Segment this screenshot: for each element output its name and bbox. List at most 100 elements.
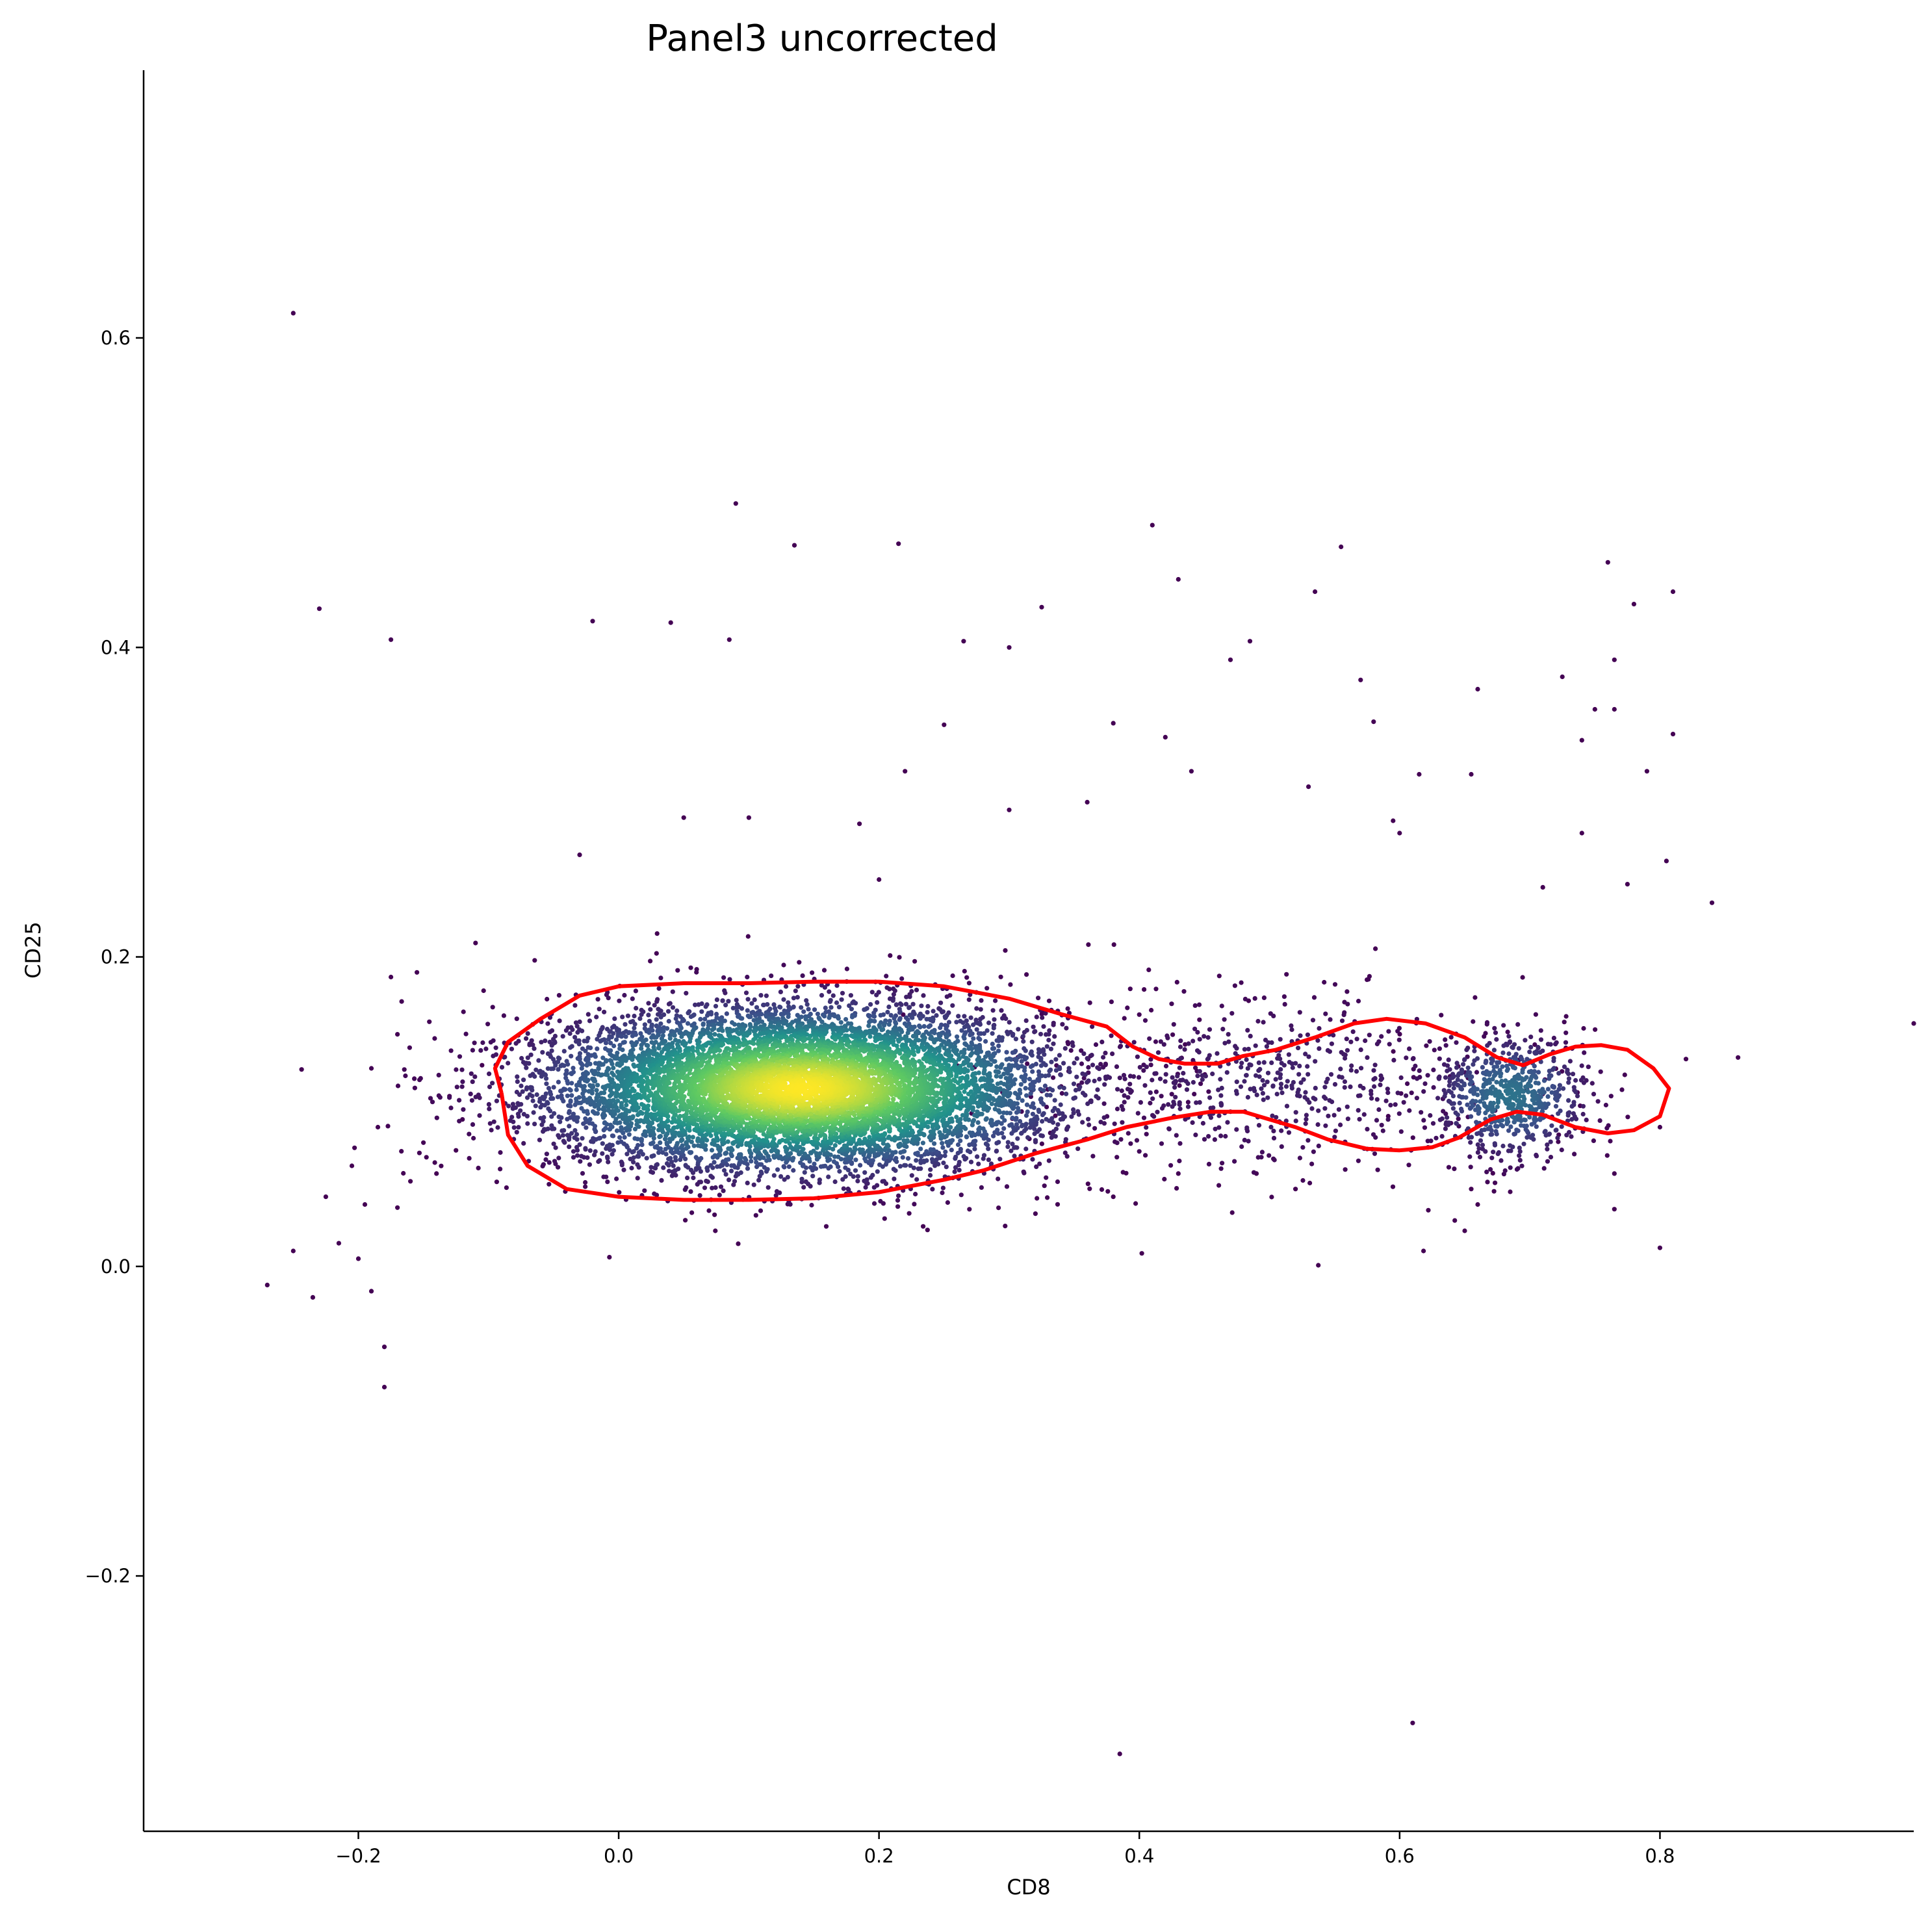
scatter-point bbox=[480, 1040, 485, 1046]
scatter-point bbox=[1348, 1084, 1353, 1089]
scatter-point bbox=[721, 1188, 726, 1193]
scatter-point bbox=[992, 1017, 997, 1022]
scatter-point bbox=[752, 997, 757, 1002]
scatter-point bbox=[534, 1067, 539, 1072]
scatter-point bbox=[599, 1072, 604, 1077]
scatter-point bbox=[583, 1179, 588, 1185]
scatter-point bbox=[1099, 1187, 1105, 1192]
scatter-point bbox=[1172, 1085, 1177, 1090]
scatter-point bbox=[1631, 602, 1636, 607]
scatter-point bbox=[746, 815, 751, 820]
scatter-point bbox=[1447, 1067, 1452, 1072]
scatter-point bbox=[913, 1191, 918, 1197]
scatter-point bbox=[561, 1049, 567, 1054]
scatter-point bbox=[819, 993, 825, 998]
scatter-point bbox=[1176, 1171, 1181, 1176]
scatter-point bbox=[530, 1088, 535, 1093]
scatter-point bbox=[1177, 1044, 1183, 1050]
scatter-point bbox=[1591, 1092, 1597, 1097]
scatter-point bbox=[1657, 1245, 1662, 1250]
scatter-point bbox=[1339, 1018, 1345, 1024]
scatter-point bbox=[1534, 1124, 1539, 1129]
scatter-point bbox=[630, 1033, 636, 1038]
scatter-point bbox=[1165, 1035, 1170, 1040]
scatter-point bbox=[634, 1005, 639, 1011]
scatter-point bbox=[806, 1007, 811, 1012]
scatter-point bbox=[1461, 1062, 1466, 1067]
scatter-point bbox=[1378, 1073, 1383, 1078]
scatter-point bbox=[1478, 1099, 1483, 1104]
scatter-point bbox=[595, 997, 600, 1002]
scatter-point bbox=[1339, 544, 1344, 550]
scatter-point bbox=[1331, 1033, 1336, 1038]
scatter-point bbox=[1468, 1165, 1473, 1170]
scatter-point bbox=[1158, 1039, 1163, 1044]
scatter-point bbox=[1494, 1079, 1499, 1085]
scatter-point bbox=[841, 1186, 846, 1191]
scatter-point bbox=[1120, 1170, 1126, 1175]
scatter-point bbox=[1264, 1044, 1269, 1049]
scatter-point bbox=[1004, 1057, 1009, 1062]
scatter-point bbox=[1170, 1032, 1176, 1037]
scatter-point bbox=[1070, 1043, 1075, 1048]
scatter-point bbox=[1080, 1090, 1086, 1096]
scatter-point bbox=[902, 1149, 907, 1154]
scatter-point bbox=[1141, 1115, 1147, 1120]
scatter-point bbox=[610, 1061, 615, 1066]
scatter-point bbox=[491, 1119, 496, 1124]
scatter-point bbox=[1605, 560, 1610, 565]
scatter-point bbox=[956, 1014, 961, 1019]
scatter-point bbox=[1552, 1090, 1558, 1095]
scatter-point bbox=[532, 1122, 537, 1127]
scatter-point bbox=[710, 1185, 715, 1191]
scatter-point bbox=[753, 1013, 758, 1018]
scatter-point bbox=[576, 1042, 582, 1047]
scatter-point bbox=[1345, 1104, 1350, 1109]
scatter-point bbox=[620, 1014, 625, 1020]
scatter-point bbox=[929, 1157, 935, 1162]
scatter-point bbox=[1074, 1056, 1079, 1061]
scatter-point bbox=[1430, 1121, 1436, 1126]
scatter-point bbox=[769, 973, 774, 979]
scatter-point bbox=[1177, 1141, 1183, 1146]
scatter-point bbox=[1569, 1116, 1575, 1122]
scatter-point bbox=[940, 1145, 946, 1150]
scatter-point bbox=[683, 1218, 688, 1223]
scatter-point bbox=[1193, 1132, 1198, 1137]
scatter-point bbox=[1044, 1104, 1049, 1110]
scatter-point bbox=[1472, 1048, 1477, 1053]
scatter-point bbox=[1541, 1166, 1547, 1171]
scatter-point bbox=[1452, 1218, 1458, 1223]
scatter-point bbox=[1428, 1139, 1434, 1144]
scatter-point bbox=[845, 1186, 851, 1192]
scatter-point bbox=[1520, 1077, 1525, 1083]
scatter-point bbox=[1612, 1171, 1617, 1176]
scatter-point bbox=[667, 1168, 672, 1174]
scatter-point bbox=[862, 1156, 868, 1161]
scatter-point bbox=[557, 1018, 562, 1024]
scatter-point bbox=[1001, 1092, 1006, 1097]
scatter-point bbox=[1473, 1107, 1478, 1113]
scatter-point bbox=[470, 1048, 476, 1053]
scatter-point bbox=[1153, 1039, 1159, 1044]
scatter-point bbox=[1271, 1013, 1276, 1018]
scatter-point bbox=[955, 1142, 961, 1148]
scatter-point bbox=[1195, 1074, 1200, 1079]
scatter-point bbox=[957, 1159, 962, 1165]
scatter-point bbox=[1090, 1024, 1095, 1029]
scatter-point bbox=[622, 992, 627, 998]
scatter-point bbox=[1101, 1055, 1106, 1060]
scatter-point bbox=[712, 1153, 717, 1158]
scatter-point bbox=[654, 999, 660, 1004]
scatter-point bbox=[900, 1155, 905, 1160]
scatter-point bbox=[966, 981, 971, 986]
scatter-point bbox=[1512, 1066, 1517, 1071]
scatter-point bbox=[620, 1047, 625, 1053]
scatter-point bbox=[1101, 1115, 1107, 1120]
scatter-point bbox=[1370, 1132, 1376, 1137]
scatter-point bbox=[1122, 1076, 1127, 1081]
scatter-point bbox=[1028, 1082, 1033, 1087]
scatter-point bbox=[1571, 1100, 1576, 1105]
scatter-point bbox=[1477, 1154, 1483, 1160]
scatter-point bbox=[1115, 1087, 1120, 1092]
